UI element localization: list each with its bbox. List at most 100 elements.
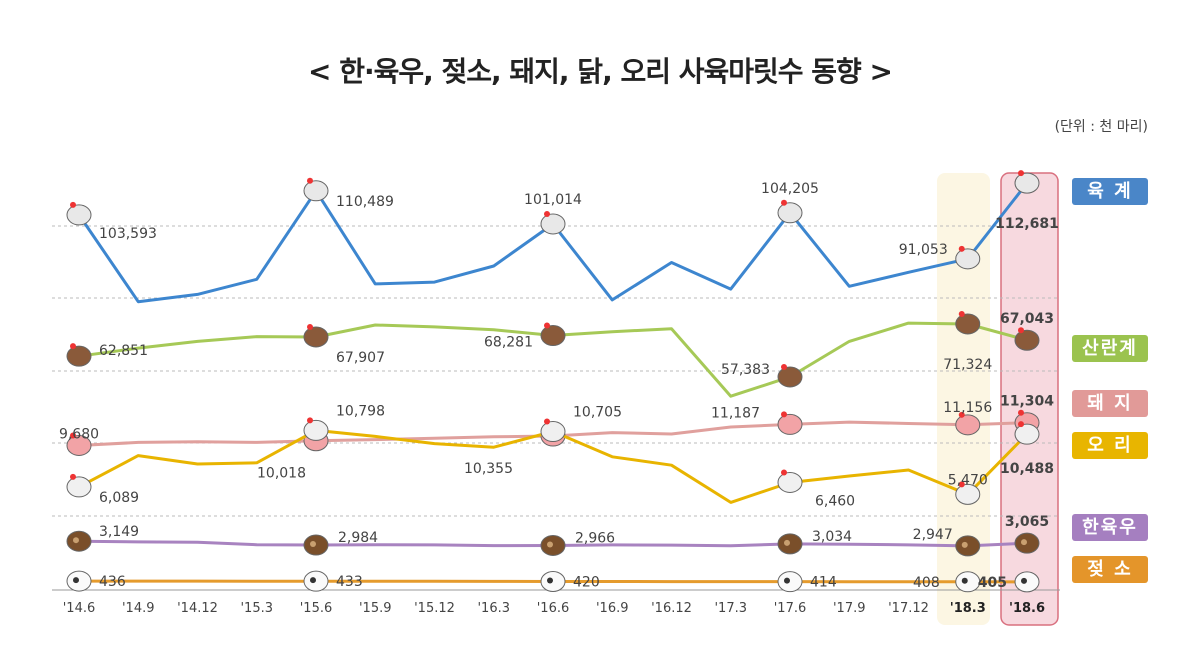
- data-label: 436: [99, 574, 126, 590]
- series-5: 3,149 2,984 2,966 3,034 2,947 3,065: [66, 514, 1049, 557]
- spot-mark: [1021, 577, 1027, 584]
- x-tick-label: '15.6: [300, 601, 333, 616]
- pig-icon: [66, 434, 92, 456]
- spot-mark: [547, 541, 553, 548]
- data-label: 408: [913, 575, 940, 591]
- spot-mark: [784, 577, 790, 584]
- laying-hen-icon: [1014, 329, 1040, 351]
- x-tick-label: '17.6: [774, 601, 807, 616]
- comb-mark: [70, 473, 76, 480]
- legend-item: 산란계: [1072, 335, 1148, 362]
- data-label: 11,156: [943, 400, 992, 416]
- series-4: 6,089 10,798 10,705 6,460 5,470 10,488: [66, 403, 1054, 509]
- cow-icon: [540, 534, 566, 556]
- series-2: 62,851 67,907 68,281 57,383 71,324 67,043: [66, 310, 1054, 398]
- comb-mark: [1018, 421, 1024, 428]
- spot-mark: [547, 577, 553, 584]
- comb-mark: [958, 481, 965, 488]
- data-label: 67,907: [336, 350, 385, 366]
- cow-icon: [955, 535, 981, 557]
- data-label: 5,470: [948, 472, 988, 488]
- duck-icon: [955, 483, 981, 505]
- legend-item: 젖 소: [1072, 556, 1148, 583]
- x-tick-label: '14.9: [122, 601, 155, 616]
- data-label: 433: [336, 574, 363, 590]
- duck-icon: [777, 471, 803, 493]
- data-label: 57,383: [721, 362, 770, 378]
- pig-icon: [955, 414, 981, 436]
- cow-icon: [66, 530, 92, 552]
- x-tick-label: '16.9: [596, 601, 629, 616]
- dairy-cow-icon: [66, 570, 92, 592]
- x-tick-label: '15.12: [414, 601, 455, 616]
- x-tick-label: '16.12: [651, 601, 692, 616]
- data-label: 6,460: [815, 493, 855, 509]
- spot-mark: [784, 539, 790, 546]
- comb-mark: [544, 210, 550, 217]
- data-label: 11,187: [711, 405, 760, 421]
- x-tick-label: '17.12: [888, 601, 929, 616]
- comb-mark: [307, 417, 313, 424]
- dairy-cow-icon: [955, 571, 981, 593]
- dairy-cow-icon: [1014, 571, 1040, 593]
- x-tick-label: '18.3: [950, 601, 986, 616]
- series-1: 103,593 110,489 101,014 104,205 91,053 112,68…: [66, 170, 1059, 304]
- broiler-chicken-icon: [777, 202, 803, 224]
- spot-mark: [310, 577, 316, 584]
- comb-mark: [958, 411, 965, 418]
- comb-mark: [781, 469, 787, 476]
- duck-icon: [540, 421, 566, 443]
- series-6: 436 433 420 414 408 405: [66, 570, 1040, 593]
- comb-mark: [307, 177, 313, 184]
- data-label: 420: [573, 575, 600, 591]
- duck-icon: [1014, 423, 1040, 445]
- comb-mark: [70, 201, 76, 208]
- spot-mark: [961, 577, 968, 584]
- data-label: 10,705: [573, 405, 622, 421]
- legend-item: 오 리: [1072, 432, 1148, 459]
- x-tick-label: '15.3: [240, 601, 273, 616]
- data-label: 101,014: [524, 192, 582, 208]
- comb-mark: [1018, 327, 1024, 334]
- data-label: 11,304: [1000, 394, 1054, 410]
- data-label: 10,798: [336, 403, 385, 419]
- data-label: 2,947: [913, 527, 953, 543]
- x-tick-label: '16.3: [477, 601, 510, 616]
- comb-mark: [958, 245, 965, 252]
- data-label: 112,681: [995, 216, 1059, 232]
- broiler-chicken-icon: [540, 213, 566, 235]
- data-label: 110,489: [336, 194, 394, 210]
- legend-item: 한육우: [1072, 514, 1148, 541]
- dairy-cow-icon: [777, 571, 803, 593]
- duck-icon: [66, 476, 92, 498]
- comb-mark: [781, 199, 787, 206]
- data-label: 9,680: [59, 426, 99, 442]
- data-label: 405: [978, 575, 1007, 591]
- x-tick-label: '14.12: [177, 601, 218, 616]
- comb-mark: [544, 322, 550, 329]
- x-tick-label: '17.9: [833, 601, 866, 616]
- laying-hen-icon: [955, 313, 981, 335]
- data-label: 68,281: [484, 335, 533, 351]
- dairy-cow-icon: [303, 570, 329, 592]
- comb-mark: [70, 432, 76, 439]
- comb-mark: [307, 323, 313, 330]
- laying-hen-icon: [303, 326, 329, 348]
- x-tick-label: '18.6: [1009, 601, 1045, 616]
- pig-icon: [777, 413, 803, 435]
- spot-mark: [310, 541, 316, 548]
- data-label: 10,018: [257, 466, 306, 482]
- data-label: 67,043: [1000, 311, 1054, 327]
- broiler-chicken-icon: [955, 248, 981, 270]
- spot-mark: [961, 541, 968, 548]
- spot-mark: [1021, 539, 1027, 546]
- comb-mark: [70, 343, 76, 350]
- comb-mark: [781, 363, 787, 370]
- data-label: 2,966: [575, 530, 615, 546]
- data-label: 3,149: [99, 524, 139, 540]
- x-tick-label: '14.6: [63, 601, 96, 616]
- duck-icon: [303, 419, 329, 441]
- laying-hen-icon: [540, 325, 566, 347]
